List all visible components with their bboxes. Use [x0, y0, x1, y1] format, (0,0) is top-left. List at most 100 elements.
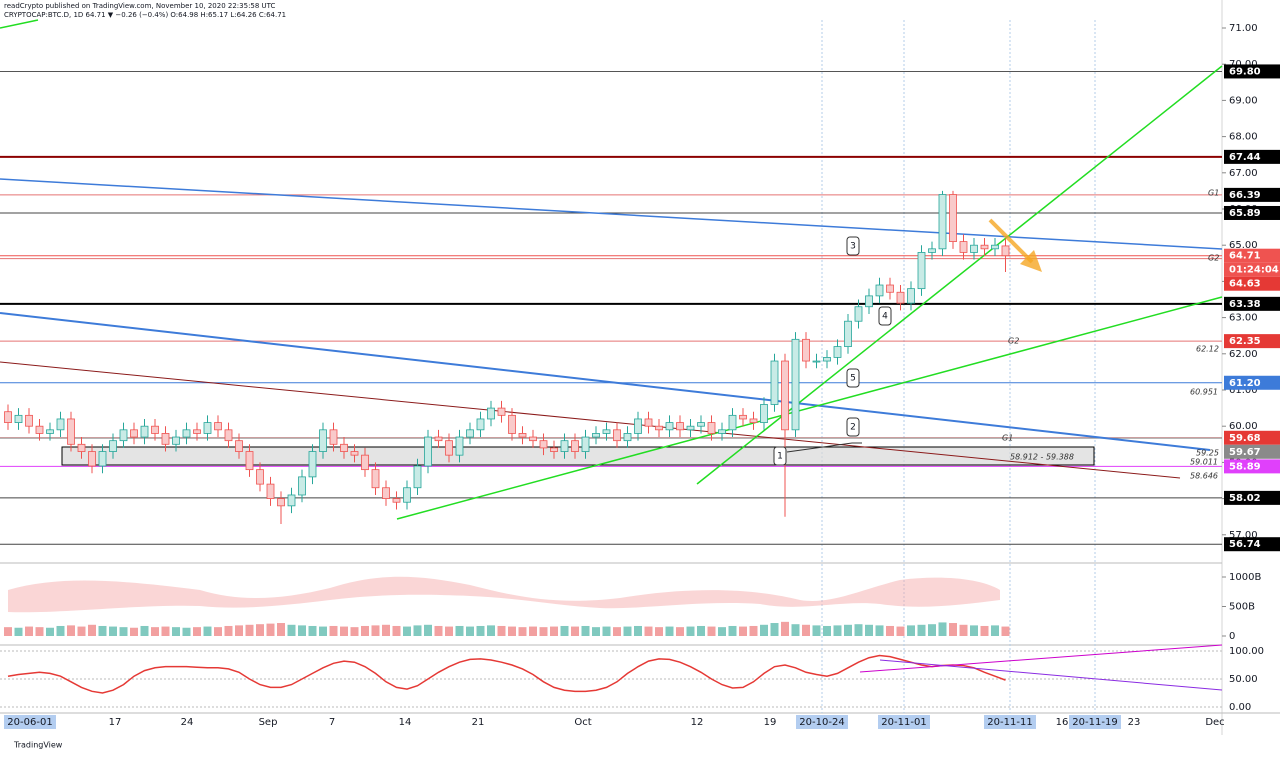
y-tick-label: 68.00: [1229, 132, 1258, 143]
volume-bar: [298, 625, 306, 636]
level-label-box: [1224, 459, 1280, 474]
level-label-box: [1224, 430, 1280, 445]
candle-body: [770, 360, 779, 405]
volume-bar: [781, 621, 789, 636]
candle-body: [56, 418, 65, 431]
candle-body: [1001, 245, 1010, 257]
candle-body: [350, 451, 359, 456]
candle-body: [581, 436, 590, 452]
candle-body: [487, 407, 495, 420]
volume-bar: [392, 625, 401, 636]
volume-bar: [581, 625, 590, 636]
volume-bar: [550, 626, 558, 636]
candle-body: [403, 487, 411, 503]
annotation: G2: [1008, 337, 1019, 346]
candle-body: [130, 429, 138, 438]
candle-body: [718, 429, 726, 434]
candle-body: [833, 346, 842, 358]
candle-body: [67, 418, 75, 445]
volume-bar: [119, 627, 128, 636]
candle-body: [466, 429, 474, 438]
x-tick-label: 12: [691, 717, 704, 728]
volume-bar: [602, 626, 611, 636]
y-tick-label: 65.00: [1229, 240, 1258, 251]
osc-tick-label: 0.00: [1229, 702, 1251, 713]
wave-box: [846, 236, 860, 256]
candle-body: [203, 422, 212, 434]
candle-body: [823, 357, 831, 362]
candle-body: [665, 422, 674, 431]
volume-bar: [340, 626, 348, 636]
volume-bar: [854, 624, 863, 636]
volume-bar: [718, 627, 726, 636]
volume-bar: [917, 624, 926, 636]
x-label-highlight: [796, 715, 848, 729]
volume-bar: [644, 626, 653, 636]
candle-body: [298, 476, 306, 496]
volume-bar: [655, 627, 663, 636]
volume-bar: [529, 626, 537, 636]
volume-bar: [749, 625, 758, 636]
x-tick-label: 17: [109, 717, 122, 728]
y-tick-label: 61.00: [1229, 385, 1258, 396]
wave-label: 5: [850, 374, 856, 384]
volume-bar: [98, 625, 107, 636]
wave-label: 2: [850, 423, 856, 433]
volume-bar: [812, 625, 821, 636]
candle-body: [571, 440, 579, 452]
candle-body: [928, 248, 936, 253]
level-label: 67.44: [1229, 152, 1261, 163]
volume-bar: [371, 625, 380, 636]
header-line2: CRYPTOCAP:BTC.D, 1D 64.71 ▼ −0.26 (−0.4%…: [4, 11, 286, 19]
candle-body: [508, 414, 516, 434]
candle-body: [760, 404, 768, 423]
candle-body: [497, 407, 506, 416]
candle-body: [413, 465, 422, 489]
x-tick-label: 20-10-24: [799, 717, 844, 728]
candle-body: [455, 436, 464, 456]
level-label-box: [1224, 490, 1280, 505]
volume-bar: [109, 626, 117, 636]
candle-body: [676, 422, 684, 431]
candle-body: [991, 244, 999, 250]
volume-bar: [424, 624, 432, 636]
annotation: G1: [1208, 189, 1219, 198]
volume-bar: [497, 625, 506, 636]
volume-bar: [508, 626, 516, 636]
candle-body: [88, 451, 96, 467]
level-label: 66.39: [1229, 190, 1261, 201]
candles: [4, 190, 1010, 524]
volume-tick-label: 0: [1229, 631, 1235, 642]
volume-bar: [151, 627, 159, 636]
candle-body: [812, 360, 821, 363]
candle-body: [875, 284, 884, 297]
candle-body: [308, 451, 317, 478]
volume-bar: [14, 627, 23, 636]
level-label: 63.38: [1229, 299, 1261, 310]
candle-body: [959, 241, 968, 253]
candle-body: [193, 429, 201, 434]
annotation: G2: [1208, 254, 1219, 263]
candle-body: [707, 422, 716, 434]
candle-body: [781, 360, 789, 431]
volume-bar: [592, 627, 600, 636]
footer: TradingView: [13, 741, 63, 750]
candle-body: [539, 440, 548, 449]
candle-body: [77, 443, 86, 452]
volume-bar: [329, 625, 338, 636]
volume-bar: [938, 622, 947, 636]
levels: 57.0058.0059.0060.0061.0062.0063.0064.00…: [0, 23, 1258, 545]
oscillator-line: [7, 654, 1006, 694]
level-label-box: [1224, 537, 1280, 552]
candle-body: [518, 433, 527, 438]
x-tick-label: 20-11-19: [1072, 717, 1117, 728]
candle-body: [844, 320, 852, 347]
volume-bar: [266, 623, 275, 636]
candle-body: [319, 429, 327, 452]
annotation: 59.25: [1196, 449, 1219, 458]
volume-bar: [728, 625, 737, 636]
level-label-box: [1224, 296, 1280, 311]
volume-bar: [77, 626, 86, 636]
candle-body: [865, 295, 873, 308]
